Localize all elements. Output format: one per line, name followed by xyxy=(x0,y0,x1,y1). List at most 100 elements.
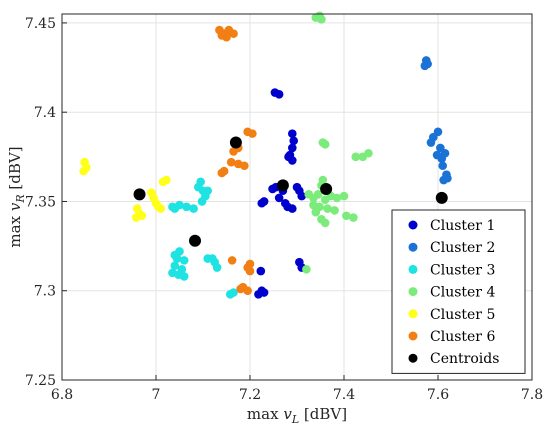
data-point xyxy=(170,261,180,271)
legend-marker xyxy=(408,287,418,297)
legend: Cluster 1 Cluster 2 Cluster 3 Cluster 4 Clus… xyxy=(391,209,526,374)
y-tick-label: 7.4 xyxy=(34,105,56,121)
centroid-point xyxy=(320,182,333,195)
centroid-point xyxy=(229,136,242,149)
y-axis-label: max vR [dBV] xyxy=(6,146,27,247)
data-point xyxy=(79,166,88,176)
data-point xyxy=(162,175,171,185)
x-tick-label: 7.4 xyxy=(333,387,355,403)
data-point xyxy=(208,254,217,263)
data-point xyxy=(137,211,147,221)
data-point xyxy=(289,136,299,146)
legend-label: Cluster 3 xyxy=(430,262,495,278)
data-point xyxy=(168,202,177,212)
legend-marker xyxy=(408,353,418,363)
x-tick-label: 6.8 xyxy=(51,387,73,403)
y-tick-label: 7.25 xyxy=(25,373,56,389)
legend-label: Cluster 5 xyxy=(430,307,495,323)
legend-label: Cluster 6 xyxy=(430,329,495,345)
centroid-point xyxy=(189,234,202,247)
centroid-point xyxy=(276,179,289,192)
data-point xyxy=(443,173,452,183)
data-point xyxy=(438,161,448,171)
data-point xyxy=(197,197,207,206)
data-point xyxy=(364,148,373,158)
data-point xyxy=(156,204,165,213)
data-point xyxy=(420,61,430,71)
data-point xyxy=(311,207,321,217)
data-point xyxy=(342,211,351,221)
data-point xyxy=(238,282,248,292)
x-tick-label: 7.8 xyxy=(521,387,543,403)
data-point xyxy=(330,206,339,215)
data-point xyxy=(203,186,212,196)
data-point xyxy=(212,263,222,272)
data-point xyxy=(320,140,330,149)
data-point xyxy=(217,31,227,40)
x-axis-label-var: v xyxy=(283,405,292,423)
y-axis-label-main: max xyxy=(6,211,24,247)
data-point xyxy=(225,290,235,299)
data-point xyxy=(229,147,238,156)
data-point xyxy=(317,215,326,224)
y-axis-label-var: v xyxy=(6,202,24,211)
legend-marker xyxy=(408,242,418,252)
x-axis-label-main: max xyxy=(247,405,283,423)
y-tick-label: 7.3 xyxy=(34,284,56,300)
data-point xyxy=(259,288,269,297)
y-tick-label: 7.35 xyxy=(25,194,56,210)
data-point xyxy=(256,266,266,276)
data-point xyxy=(179,256,189,265)
data-point xyxy=(280,198,290,208)
centroid-point xyxy=(133,188,146,201)
data-point xyxy=(240,161,249,171)
data-point xyxy=(295,186,304,196)
data-point xyxy=(313,190,323,199)
data-point xyxy=(229,29,238,38)
data-point xyxy=(248,129,257,138)
data-point xyxy=(245,266,255,276)
data-point xyxy=(426,138,436,147)
series-cluster-1 xyxy=(254,88,307,299)
legend-label: Cluster 2 xyxy=(430,240,495,256)
series-cluster-4 xyxy=(302,11,373,274)
data-point xyxy=(189,204,198,213)
y-axis-label-unit: [dBV] xyxy=(6,146,24,194)
x-axis-label-sub: L xyxy=(291,413,299,426)
legend-marker xyxy=(408,264,418,274)
legend-label: Cluster 1 xyxy=(430,218,495,234)
data-point xyxy=(440,148,450,158)
series-centroids xyxy=(133,136,448,247)
data-point xyxy=(317,15,326,24)
data-point xyxy=(332,193,342,203)
y-axis-label-sub: R xyxy=(14,194,27,203)
data-point xyxy=(226,157,236,167)
x-tick-label: 7 xyxy=(152,387,161,403)
legend-marker xyxy=(408,309,418,319)
legend-marker xyxy=(408,220,418,230)
series-cluster-6 xyxy=(215,25,257,296)
series-cluster-3 xyxy=(168,177,238,299)
x-tick-label: 7.2 xyxy=(239,387,261,403)
data-point xyxy=(274,90,284,99)
x-axis-label-unit: [dBV] xyxy=(299,405,347,423)
data-point xyxy=(268,184,277,194)
series-cluster-5 xyxy=(79,157,171,222)
axes-box xyxy=(61,13,533,381)
legend-marker xyxy=(408,331,418,341)
data-point xyxy=(284,152,293,162)
data-point xyxy=(288,204,297,213)
data-point xyxy=(351,152,361,162)
data-point xyxy=(170,250,180,260)
data-point xyxy=(227,256,237,265)
data-point xyxy=(323,204,332,213)
data-point xyxy=(288,143,297,153)
data-point xyxy=(339,191,349,201)
data-point xyxy=(182,202,191,212)
centroid-point xyxy=(435,191,448,204)
data-point xyxy=(274,193,284,203)
legend-label: Cluster 4 xyxy=(430,285,495,301)
data-point xyxy=(174,270,183,279)
data-point xyxy=(257,198,267,208)
